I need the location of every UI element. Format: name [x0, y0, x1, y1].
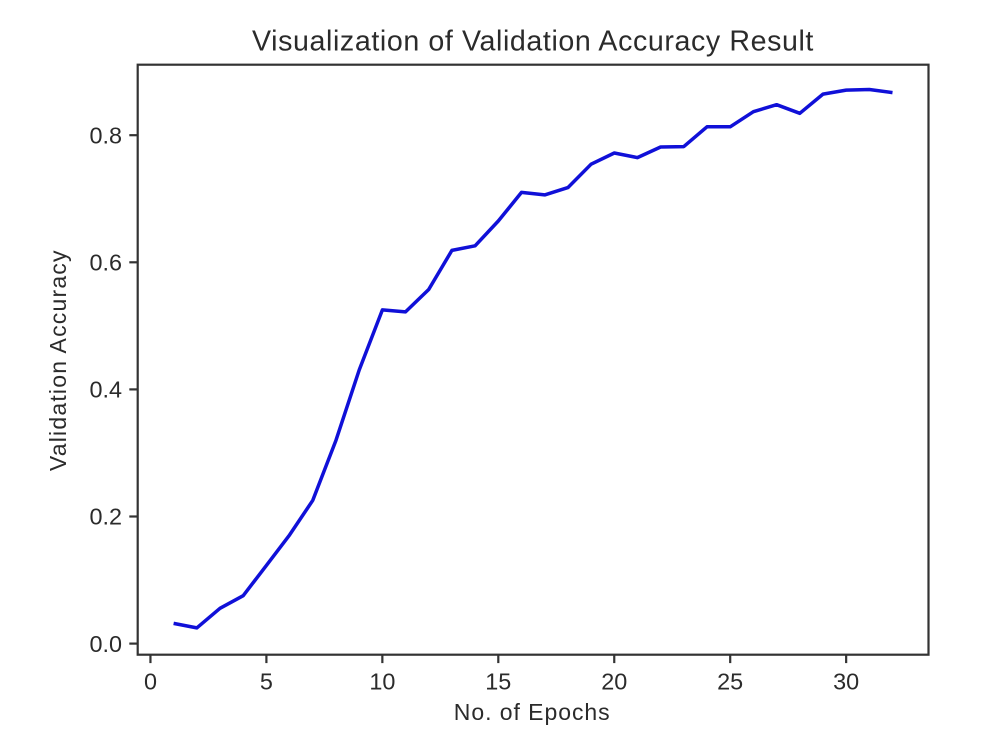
svg-text:10: 10 — [369, 669, 395, 695]
svg-text:0: 0 — [144, 669, 157, 695]
svg-text:0.8: 0.8 — [89, 122, 122, 148]
svg-text:Validation Accuracy: Validation Accuracy — [45, 249, 71, 471]
svg-text:0.0: 0.0 — [89, 631, 122, 657]
svg-text:No. of Epochs: No. of Epochs — [454, 699, 611, 725]
svg-text:0.4: 0.4 — [89, 377, 122, 403]
svg-text:30: 30 — [833, 669, 859, 695]
svg-text:20: 20 — [601, 669, 627, 695]
svg-text:Visualization of Validation Ac: Visualization of Validation Accuracy Res… — [252, 26, 814, 58]
svg-text:5: 5 — [260, 669, 273, 695]
svg-text:0.2: 0.2 — [89, 504, 122, 530]
svg-text:0.6: 0.6 — [89, 250, 122, 276]
svg-text:15: 15 — [485, 669, 511, 695]
svg-text:25: 25 — [717, 669, 743, 695]
